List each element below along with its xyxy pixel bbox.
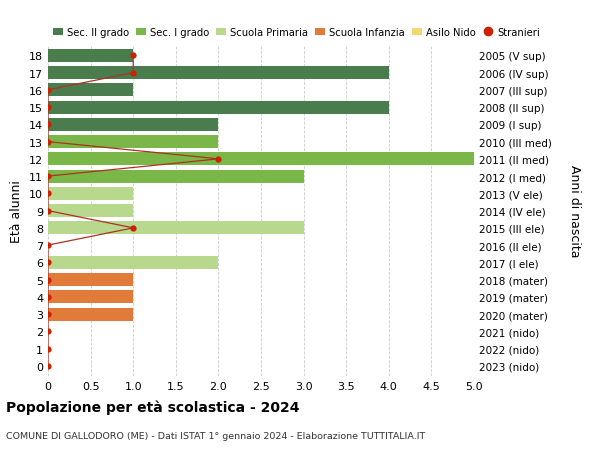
Bar <box>48 101 389 114</box>
Legend: Sec. II grado, Sec. I grado, Scuola Primaria, Scuola Infanzia, Asilo Nido, Stran: Sec. II grado, Sec. I grado, Scuola Prim… <box>53 28 539 38</box>
Bar <box>48 274 133 286</box>
Bar <box>48 136 218 149</box>
Bar <box>48 153 474 166</box>
Bar <box>48 84 133 97</box>
Bar <box>48 205 133 218</box>
Y-axis label: Anni di nascita: Anni di nascita <box>568 165 581 257</box>
Bar <box>48 308 133 321</box>
Text: Popolazione per età scolastica - 2024: Popolazione per età scolastica - 2024 <box>6 399 299 414</box>
Bar <box>48 50 133 63</box>
Text: COMUNE DI GALLODORO (ME) - Dati ISTAT 1° gennaio 2024 - Elaborazione TUTTITALIA.: COMUNE DI GALLODORO (ME) - Dati ISTAT 1°… <box>6 431 425 441</box>
Bar <box>48 222 304 235</box>
Bar <box>48 256 218 269</box>
Bar <box>48 187 133 201</box>
Y-axis label: Età alunni: Età alunni <box>10 180 23 242</box>
Bar <box>48 291 133 304</box>
Bar <box>48 67 389 80</box>
Bar <box>48 170 304 183</box>
Bar <box>48 118 218 132</box>
